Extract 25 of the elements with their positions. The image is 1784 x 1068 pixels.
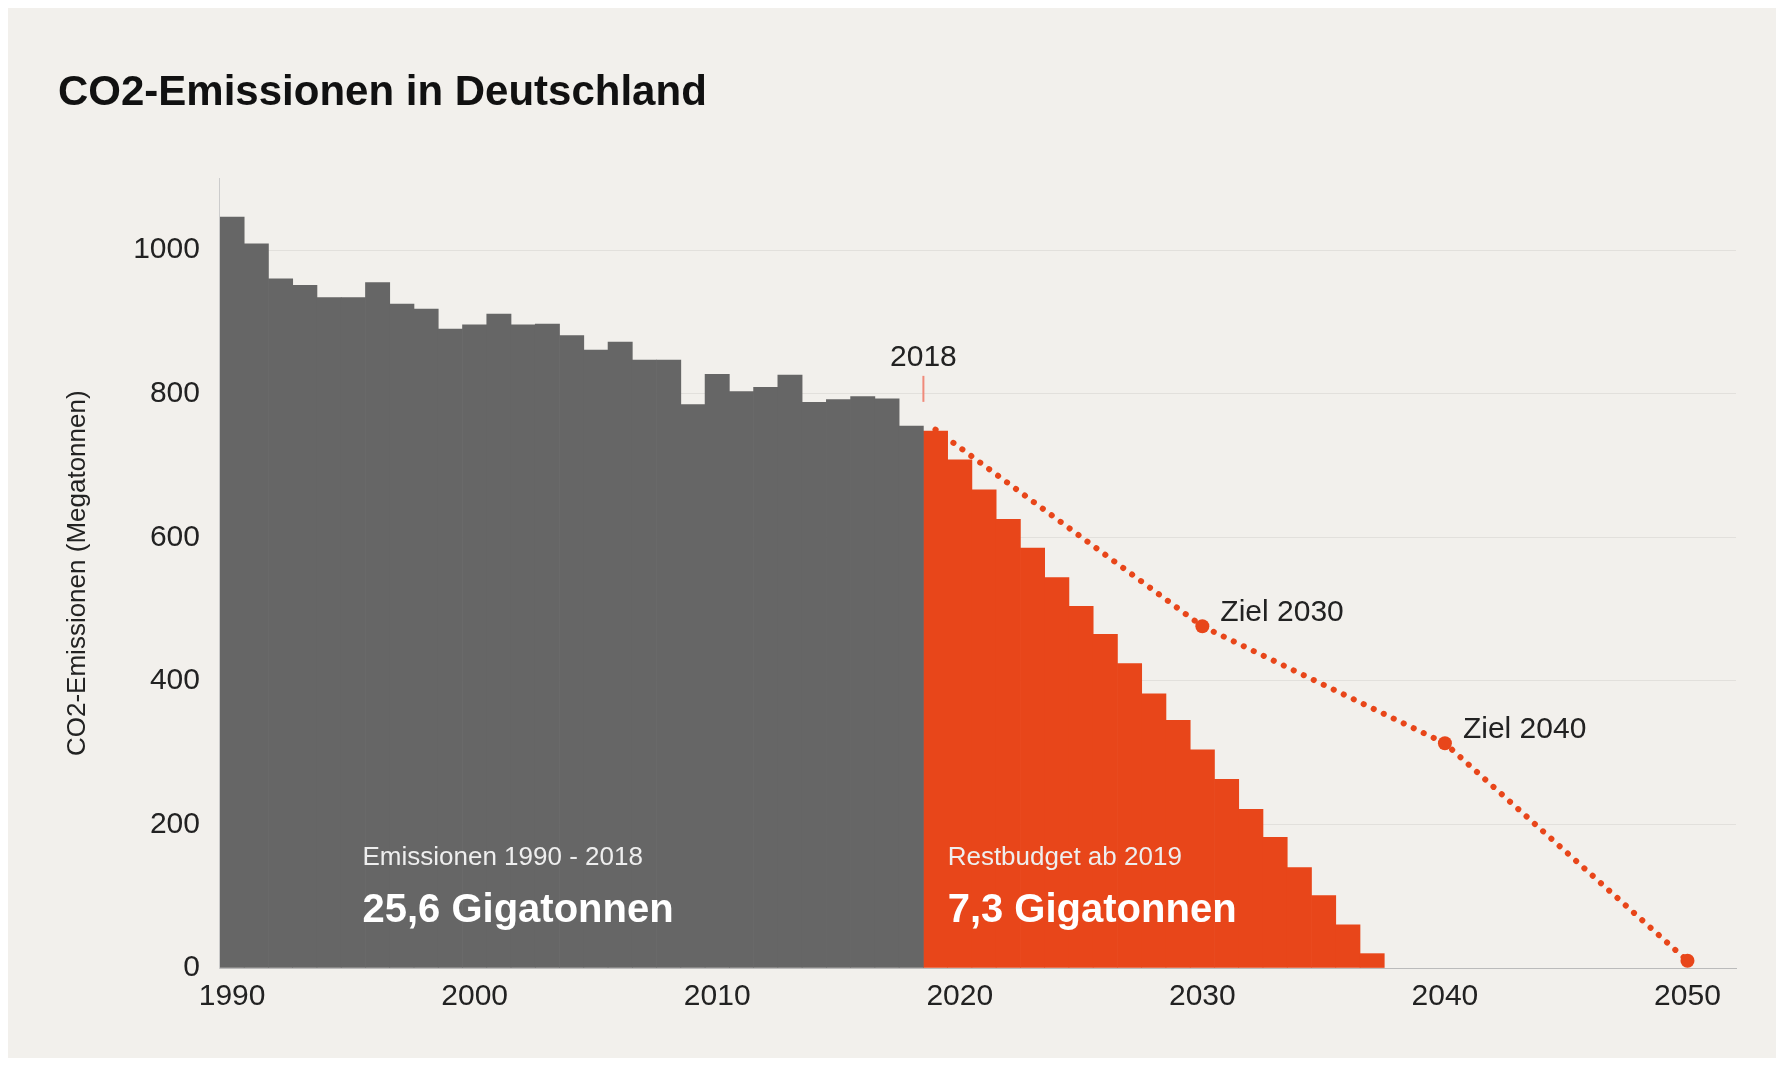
annotation: 7,3 Gigatonnen [947,886,1237,931]
y-tick-label: 800 [149,375,200,409]
x-tick-label: 2020 [926,978,994,1012]
annotation: Restbudget ab 2019 [947,840,1182,871]
point [1437,736,1452,751]
y-tick-label: 200 [149,805,200,839]
x-tick-label: 2050 [1654,978,1721,1012]
x-tick-label: 2030 [1168,978,1236,1012]
x-tick-label: 2000 [441,978,509,1012]
y-axis-title: CO2-Emissionen (Megatonnen) [60,390,91,757]
annotation: Ziel 2030 [1220,593,1344,627]
x-tick-label: 2010 [683,978,751,1012]
y-tick-label: 400 [149,662,200,696]
x-tick-label: 1990 [198,978,266,1012]
point [1195,619,1210,634]
y-tick-label: 1000 [133,231,200,265]
y-tick-label: 600 [149,518,200,552]
y-tick-label: 0 [183,949,200,983]
x-tick-label: 2040 [1411,978,1479,1012]
annotation: Ziel 2040 [1462,710,1587,744]
chart-title: CO2-Emissionen in Deutschland [58,66,707,114]
annotation: Emissionen 1990 - 2018 [362,840,643,871]
annotation: 2018 [890,339,957,373]
annotation: 25,6 Gigatonnen [362,886,674,931]
point [1680,953,1695,968]
